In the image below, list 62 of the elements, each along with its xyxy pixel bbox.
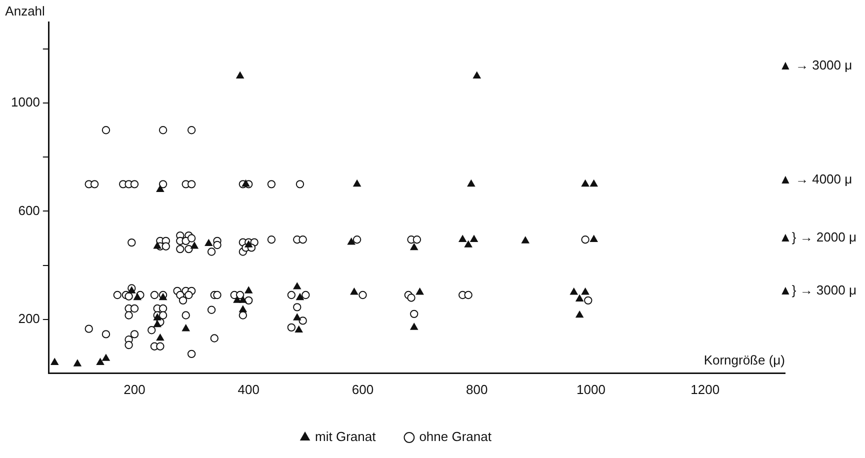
point <box>156 334 164 341</box>
point <box>296 293 304 300</box>
point <box>154 314 162 320</box>
annotation: ▲ → 4000 μ <box>779 172 852 187</box>
point <box>467 180 475 187</box>
point <box>350 288 358 295</box>
point <box>236 72 244 78</box>
point <box>470 235 478 242</box>
point <box>353 180 361 187</box>
point <box>96 358 104 365</box>
annotation: ▲ → 3000 μ <box>779 58 852 73</box>
annotation: ▲} → 3000 μ <box>779 282 856 298</box>
annotation: ▲} → 2000 μ <box>779 230 856 245</box>
point <box>570 288 578 295</box>
point <box>576 294 584 302</box>
point <box>233 296 242 303</box>
point <box>159 293 167 300</box>
point <box>295 326 303 333</box>
point <box>416 288 424 295</box>
y-tick-label: 600 <box>18 202 40 218</box>
point <box>522 236 530 244</box>
point <box>204 239 212 246</box>
point <box>590 180 598 187</box>
point <box>410 323 418 330</box>
point <box>154 320 162 328</box>
x-axis-title: Korngröße (μ) <box>704 352 785 368</box>
point <box>190 242 198 249</box>
point <box>576 310 584 318</box>
point <box>464 240 472 248</box>
x-tick-label: 600 <box>352 382 374 397</box>
point <box>239 306 247 312</box>
point <box>74 360 82 366</box>
point <box>458 235 466 242</box>
y-tick-label: 200 <box>18 310 40 326</box>
point <box>156 185 164 192</box>
point <box>581 180 590 187</box>
point <box>128 286 136 294</box>
point <box>102 354 110 361</box>
point <box>293 282 301 290</box>
point <box>242 180 250 187</box>
point <box>50 358 58 365</box>
point <box>348 238 356 245</box>
point <box>244 240 252 248</box>
x-tick-label: 1000 <box>576 382 606 397</box>
point <box>134 293 142 300</box>
point <box>410 243 418 250</box>
point <box>154 242 162 249</box>
y-axis-title: Anzahl <box>5 4 46 19</box>
point <box>239 296 247 303</box>
x-tick-label: 800 <box>466 382 488 397</box>
legend-label: mit Granat <box>315 429 376 444</box>
point <box>473 72 481 78</box>
x-tick-label: 200 <box>124 382 146 397</box>
legend-label: ohne Granat <box>419 429 492 444</box>
point <box>244 286 252 294</box>
x-tick-label: 400 <box>238 382 260 397</box>
y-tick-label: 1000 <box>11 94 40 110</box>
x-tick-label: 1200 <box>690 382 720 397</box>
point <box>293 314 301 320</box>
point <box>581 288 590 295</box>
point <box>590 235 598 242</box>
point <box>182 324 190 332</box>
